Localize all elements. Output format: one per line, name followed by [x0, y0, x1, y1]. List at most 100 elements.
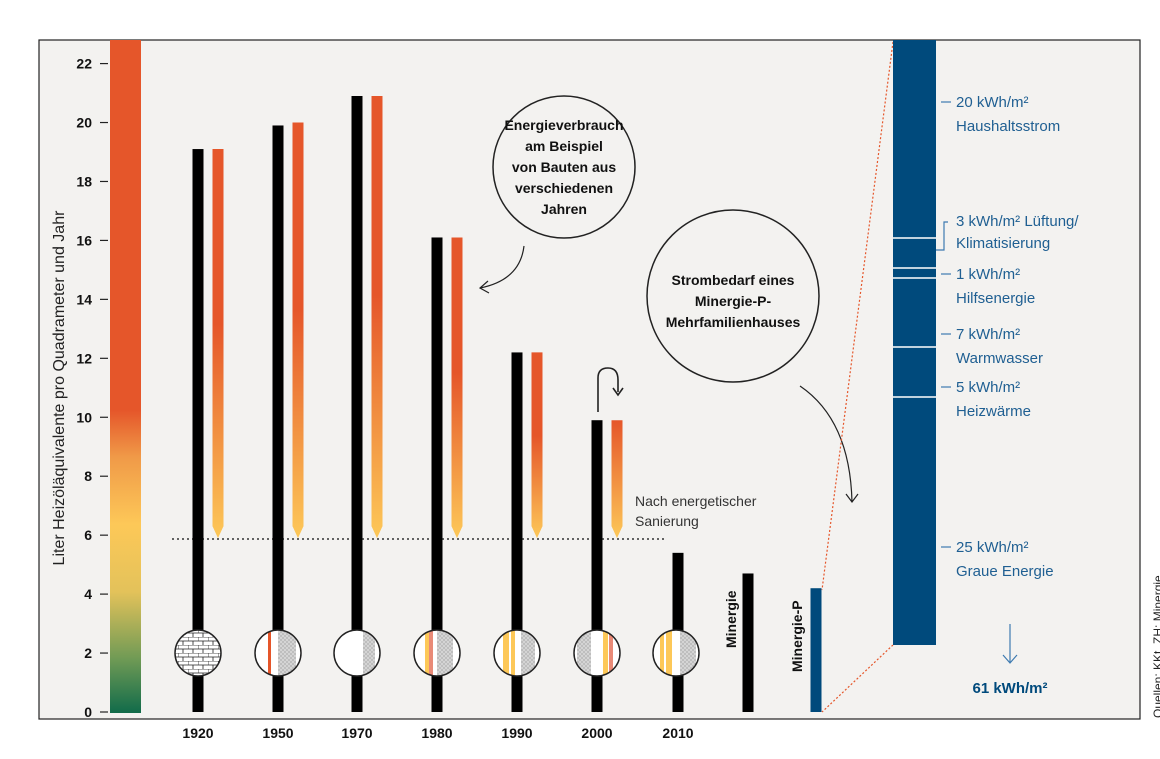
color-scale-bar [110, 40, 141, 713]
x-tick-label: 1970 [341, 725, 372, 741]
renovated-bar-1990 [531, 352, 543, 539]
wall-section-icon [652, 629, 700, 677]
y-tick-label: 4 [84, 586, 92, 602]
x-tick-label: 1980 [421, 725, 452, 741]
bar-1950 [272, 125, 284, 712]
wall-section-icon [254, 629, 302, 677]
bubble-strom-line-2: Minergie-P- [695, 293, 772, 309]
y-axis-label: Liter Heizöläquivalente pro Quadrameter … [51, 210, 68, 566]
bubble-energy-line-1: Energieverbrauch [504, 117, 623, 133]
x-tick-label: 2000 [581, 725, 612, 741]
breakdown-labels: 20 kWh/m² Haushaltsstrom 3 kWh/m² Lüftung/… [936, 94, 1079, 580]
breakdown-item: 25 kWh/m² Graue Energie [941, 539, 1054, 580]
bubble-energy-line-2: am Beispiel [525, 138, 603, 154]
bar-Minergie [742, 573, 754, 712]
bubble-strom-arrowhead [845, 493, 859, 503]
breakdown-item: 1 kWh/m² Hilfsenergie [941, 266, 1035, 307]
breakdown-label: Haushaltsstrom [956, 118, 1060, 135]
bubble-energy: Energieverbrauch am Beispiel von Bauten … [478, 95, 636, 294]
wall-layers [268, 630, 296, 676]
insulation-layer [660, 630, 664, 676]
breakdown-value: 7 kWh/m² [956, 326, 1020, 343]
y-tick-label: 8 [84, 468, 92, 484]
y-tick-label: 10 [76, 409, 92, 425]
bubble-circle [646, 209, 820, 383]
bars: 1920 1950 1970 1980 1990 2000 2010 Minergie Mine… [174, 96, 822, 741]
bar-1980 [431, 237, 443, 712]
bubble-energy-line-5: Jahren [541, 201, 587, 217]
bubble-strom-line-1: Strombedarf eines [672, 272, 795, 288]
concrete-layer [437, 630, 453, 676]
renovated-bar-1920 [212, 149, 224, 539]
wall-layers [503, 630, 535, 676]
wall-section-icon [174, 629, 222, 677]
breakdown-item: 20 kWh/m² Haushaltsstrom [941, 94, 1060, 135]
y-tick-label: 20 [76, 115, 92, 131]
bar-Minergie-P [810, 588, 822, 712]
breakdown-label: Klimatisierung [956, 235, 1050, 252]
wall-section-icon [573, 629, 621, 677]
wall-layers [425, 630, 453, 676]
wall-layers [660, 630, 696, 676]
strom-breakdown-bar [893, 40, 936, 645]
breakdown-label: Warmwasser [956, 350, 1043, 367]
source-note: Quellen: KKt. ZH; Minergie [1151, 575, 1160, 718]
bubble-strom: Strombedarf eines Minergie-P- Mehrfamili… [646, 209, 859, 503]
bubble-energy-line-4: verschiedenen [515, 180, 613, 196]
bar-1970 [351, 96, 363, 712]
y-tick-label: 14 [76, 291, 92, 307]
bubble-energy-arrow [479, 245, 525, 289]
bar-2000 [591, 420, 603, 712]
insulation-layer [666, 630, 672, 676]
renovation-arrow [597, 367, 624, 412]
insulation-layer [511, 630, 515, 676]
concrete-layer [521, 630, 535, 676]
insulation-layer [603, 630, 608, 676]
wall-circle-outline [174, 629, 222, 677]
bar-label-Minergie: Minergie [723, 590, 739, 648]
bar-label-Minergie-P: Minergie-P [789, 600, 805, 672]
x-tick-label: 1920 [182, 725, 213, 741]
wall-layers [363, 630, 375, 676]
y-tick-label: 22 [76, 56, 92, 72]
bubble-circle [492, 95, 636, 239]
breakdown-label: Graue Energie [956, 563, 1054, 580]
bar-1990 [511, 352, 523, 712]
breakdown-label: Heizwärme [956, 403, 1031, 420]
wall-layers [577, 630, 613, 676]
renovated-bar-1950 [292, 122, 304, 539]
renovated-bar-2000 [611, 420, 623, 539]
breakdown-column [893, 40, 936, 645]
renovated-bar-1980 [451, 237, 463, 539]
total-arrowhead [1002, 654, 1018, 664]
breakdown-item: 7 kWh/m² Warmwasser [941, 326, 1043, 367]
sanierung-label-line-1: Nach energetischer [635, 493, 757, 509]
bubble-energy-arrowhead [478, 280, 490, 294]
concrete-layer [363, 630, 375, 676]
breakdown-label: Hilfsenergie [956, 290, 1035, 307]
x-tick-label: 1990 [501, 725, 532, 741]
y-axis: 0 2 4 6 8 10 12 14 16 18 20 22 [76, 56, 108, 720]
wall-circle-outline [254, 629, 302, 677]
wall-circle-outline [652, 629, 700, 677]
bubble-strom-line-3: Mehrfamilienhauses [666, 314, 801, 330]
wall-circle-outline [333, 629, 381, 677]
y-tick-label: 2 [84, 645, 92, 661]
wall-layers [175, 630, 221, 676]
insulation-layer [503, 630, 509, 676]
breakdown-value: 5 kWh/m² [956, 379, 1020, 396]
renovated-bar-1970 [371, 96, 383, 539]
wall-circle-outline [573, 629, 621, 677]
y-tick-label: 16 [76, 232, 92, 248]
wall-circle-outline [413, 629, 461, 677]
breakdown-value: 25 kWh/m² [956, 539, 1029, 556]
y-tick-label: 6 [84, 527, 92, 543]
insulation-layer [425, 630, 429, 676]
x-tick-label: 2010 [662, 725, 693, 741]
insulation-layer [429, 630, 433, 676]
concrete-layer [278, 630, 296, 676]
wall-section-icon [493, 629, 541, 677]
sanierung-label-line-2: Sanierung [635, 513, 699, 529]
wall-section-icon [413, 629, 461, 677]
